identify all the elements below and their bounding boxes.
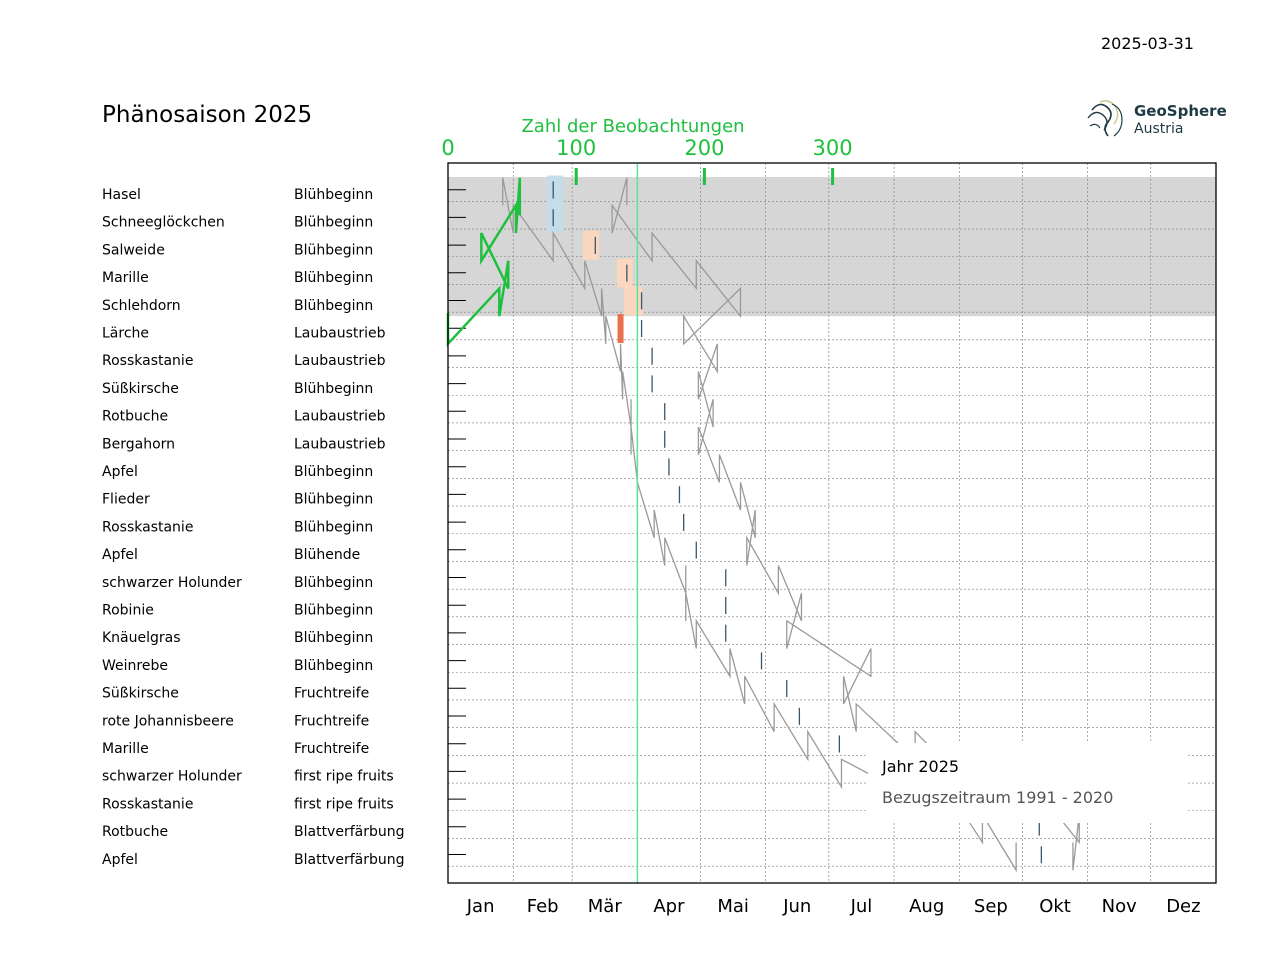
- top-axis-tick-label: 300: [813, 136, 853, 160]
- logo-sub: Austria: [1134, 121, 1184, 137]
- logo-name: GeoSphere: [1134, 102, 1227, 120]
- month-label: Okt: [1039, 896, 1071, 917]
- top-axis-label: Zahl der Beobachtungen: [521, 116, 744, 137]
- row-phase-label: Blühende: [294, 547, 360, 563]
- row-species-label: Apfel: [102, 547, 138, 563]
- row-species-label: Flieder: [102, 492, 150, 508]
- row-species-label: schwarzer Holunder: [102, 769, 242, 785]
- top-axis-tick: [831, 168, 835, 185]
- row-species-label: Rotbuche: [102, 824, 168, 840]
- observation-box: [547, 203, 564, 233]
- row-species-label: Rosskastanie: [102, 353, 193, 369]
- row-phase-label: Blattverfärbung: [294, 824, 405, 840]
- row-phase-label: Blühbeginn: [294, 464, 373, 480]
- legend-year-label: Jahr 2025: [881, 757, 959, 776]
- row-species-label: Knäuelgras: [102, 630, 181, 646]
- observation-box: [617, 314, 624, 343]
- top-axis-tick: [702, 168, 706, 185]
- month-label: Jul: [850, 896, 873, 917]
- row-phase-label: Blühbeginn: [294, 603, 373, 619]
- row-species-label: Bergahorn: [102, 436, 175, 452]
- row-species-label: Apfel: [102, 852, 138, 868]
- chart-title: Phänosaison 2025: [102, 102, 313, 128]
- row-phase-label: Laubaustrieb: [294, 436, 386, 452]
- row-species-label: rote Johannisbeere: [102, 713, 234, 729]
- row-phase-label: Laubaustrieb: [294, 353, 386, 369]
- row-phase-label: Blühbeginn: [294, 492, 373, 508]
- row-species-label: Rosskastanie: [102, 519, 193, 535]
- row-phase-label: Laubaustrieb: [294, 326, 386, 342]
- row-phase-label: Blühbeginn: [294, 519, 373, 535]
- row-species-label: Rosskastanie: [102, 796, 193, 812]
- month-label: Mai: [717, 896, 749, 917]
- top-axis-tick-label: 0: [441, 136, 454, 160]
- month-label: Feb: [527, 896, 559, 917]
- month-label: Jan: [466, 896, 495, 917]
- row-species-label: Hasel: [102, 187, 141, 203]
- row-phase-label: Fruchtreife: [294, 713, 369, 729]
- top-axis-tick-label: 100: [556, 136, 596, 160]
- top-axis-tick: [574, 168, 578, 185]
- month-label: Jun: [782, 896, 811, 917]
- row-species-label: Süßkirsche: [102, 686, 179, 702]
- row-phase-label: Blattverfärbung: [294, 852, 405, 868]
- earliest-envelope: [502, 177, 1017, 873]
- row-phase-label: Blühbeginn: [294, 575, 373, 591]
- row-phase-label: Blühbeginn: [294, 242, 373, 258]
- row-phase-label: Fruchtreife: [294, 686, 369, 702]
- row-species-label: Salweide: [102, 242, 165, 258]
- row-phase-label: Blühbeginn: [294, 658, 373, 674]
- row-phase-label: Laubaustrieb: [294, 409, 386, 425]
- month-label: Dez: [1166, 896, 1200, 917]
- month-label: Sep: [974, 896, 1008, 917]
- row-species-label: Marille: [102, 270, 149, 286]
- row-species-label: Rotbuche: [102, 409, 168, 425]
- legend-box: [868, 743, 1186, 823]
- observation-box: [624, 286, 643, 316]
- plot-frame: [447, 162, 1217, 884]
- row-phase-label: Fruchtreife: [294, 741, 369, 757]
- month-label: Nov: [1102, 896, 1137, 917]
- row-phase-label: Blühbeginn: [294, 298, 373, 314]
- row-phase-label: Blühbeginn: [294, 270, 373, 286]
- row-species-label: Schlehdorn: [102, 298, 181, 314]
- row-species-label: schwarzer Holunder: [102, 575, 242, 591]
- row-phase-label: Blühbeginn: [294, 381, 373, 397]
- observation-box: [583, 230, 600, 260]
- row-phase-label: Blühbeginn: [294, 630, 373, 646]
- top-axis-tick-label: 200: [684, 136, 724, 160]
- row-species-label: Apfel: [102, 464, 138, 480]
- row-phase-label: Blühbeginn: [294, 187, 373, 203]
- report-date: 2025-03-31: [1101, 34, 1194, 53]
- observation-box: [616, 258, 633, 288]
- row-species-label: Marille: [102, 741, 149, 757]
- row-species-label: Schneeglöckchen: [102, 215, 225, 231]
- month-label: Aug: [909, 896, 944, 917]
- observation-box: [547, 175, 564, 205]
- month-label: Apr: [653, 896, 685, 917]
- row-species-label: Robinie: [102, 603, 154, 619]
- row-phase-label: first ripe fruits: [294, 769, 394, 785]
- geosphere-logo: GeoSphere Austria: [1086, 96, 1227, 142]
- row-species-label: Lärche: [102, 326, 149, 342]
- latest-envelope: [611, 177, 1080, 871]
- row-species-label: Süßkirsche: [102, 381, 179, 397]
- row-phase-label: first ripe fruits: [294, 796, 394, 812]
- logo-swirl-icon: [1087, 100, 1123, 137]
- month-label: Mär: [588, 896, 623, 917]
- row-species-label: Weinrebe: [102, 658, 168, 674]
- row-phase-label: Blühbeginn: [294, 215, 373, 231]
- legend-reference-label: Bezugszeitraum 1991 - 2020: [882, 788, 1113, 807]
- not-yet-started-band: [448, 177, 1216, 317]
